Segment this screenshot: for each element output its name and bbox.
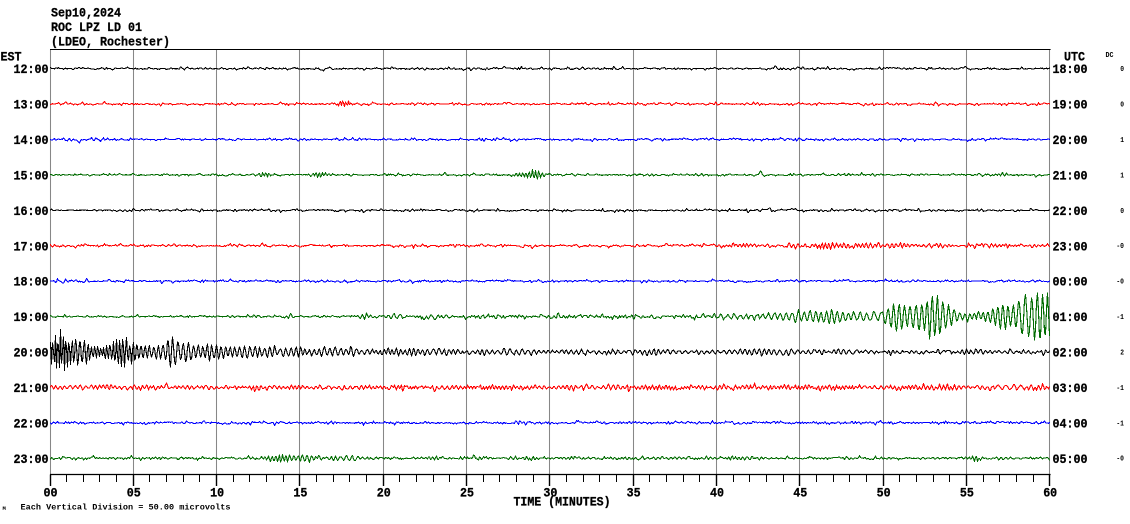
svg-text:20:00: 20:00 xyxy=(1053,133,1088,148)
svg-text:04:00: 04:00 xyxy=(1053,416,1088,431)
svg-text:0: 0 xyxy=(1120,66,1124,74)
svg-text:20:00: 20:00 xyxy=(14,346,49,361)
svg-text:45: 45 xyxy=(793,486,807,501)
svg-text:EST: EST xyxy=(1,50,22,65)
svg-text:18:00: 18:00 xyxy=(1053,62,1088,77)
svg-text:DC: DC xyxy=(1106,52,1114,60)
svg-text:-1: -1 xyxy=(1116,385,1124,393)
svg-text:21:00: 21:00 xyxy=(1053,168,1088,183)
svg-text:0: 0 xyxy=(1120,208,1124,216)
svg-text:05: 05 xyxy=(127,486,141,501)
svg-text:22:00: 22:00 xyxy=(1053,204,1088,219)
svg-text:2: 2 xyxy=(1120,349,1124,357)
svg-text:0: 0 xyxy=(1120,102,1124,110)
svg-text:15:00: 15:00 xyxy=(14,168,49,183)
svg-text:22:00: 22:00 xyxy=(14,416,49,431)
svg-text:UTC: UTC xyxy=(1064,50,1085,65)
svg-text:-0: -0 xyxy=(1116,456,1124,464)
svg-text:20: 20 xyxy=(377,486,391,501)
svg-text:(LDEO, Rochester): (LDEO, Rochester) xyxy=(51,35,170,50)
svg-text:TIME (MINUTES): TIME (MINUTES) xyxy=(514,495,611,510)
svg-text:Sep10,2024: Sep10,2024 xyxy=(51,6,121,21)
svg-text:-1: -1 xyxy=(1116,314,1124,322)
svg-text:ROC LPZ LD 01: ROC LPZ LD 01 xyxy=(51,20,142,35)
svg-text:15: 15 xyxy=(293,486,307,501)
svg-text:14:00: 14:00 xyxy=(14,133,49,148)
svg-text:17:00: 17:00 xyxy=(14,239,49,254)
svg-text:23:00: 23:00 xyxy=(1053,239,1088,254)
svg-text:01:00: 01:00 xyxy=(1053,310,1088,325)
svg-text:23:00: 23:00 xyxy=(14,452,49,467)
svg-text:1: 1 xyxy=(1120,137,1124,145)
svg-text:00: 00 xyxy=(44,486,58,501)
svg-text:19:00: 19:00 xyxy=(14,310,49,325)
svg-text:-1: -1 xyxy=(1116,420,1124,428)
svg-text:35: 35 xyxy=(627,486,641,501)
svg-text:50: 50 xyxy=(877,486,891,501)
svg-text:13:00: 13:00 xyxy=(14,98,49,113)
svg-text:-0: -0 xyxy=(1116,243,1124,251)
svg-text:16:00: 16:00 xyxy=(14,204,49,219)
svg-text:19:00: 19:00 xyxy=(1053,98,1088,113)
svg-text:02:00: 02:00 xyxy=(1053,346,1088,361)
svg-text:40: 40 xyxy=(710,486,724,501)
svg-text:00:00: 00:00 xyxy=(1053,275,1088,290)
svg-text:12:00: 12:00 xyxy=(14,62,49,77)
svg-text:-0: -0 xyxy=(1116,279,1124,287)
svg-text:Each Vertical Division = 50.: Each Vertical Division = 50.00 microvolt… xyxy=(21,503,231,513)
svg-text:18:00: 18:00 xyxy=(14,275,49,290)
svg-text:1: 1 xyxy=(1120,172,1124,180)
svg-text:21:00: 21:00 xyxy=(14,381,49,396)
svg-text:60: 60 xyxy=(1043,486,1057,501)
svg-text:10: 10 xyxy=(210,486,224,501)
svg-text:55: 55 xyxy=(960,486,974,501)
svg-text:03:00: 03:00 xyxy=(1053,381,1088,396)
svg-text:30: 30 xyxy=(543,486,557,501)
svg-text:05:00: 05:00 xyxy=(1053,452,1088,467)
svg-text:25: 25 xyxy=(460,486,474,501)
svg-text:M: M xyxy=(3,505,7,512)
